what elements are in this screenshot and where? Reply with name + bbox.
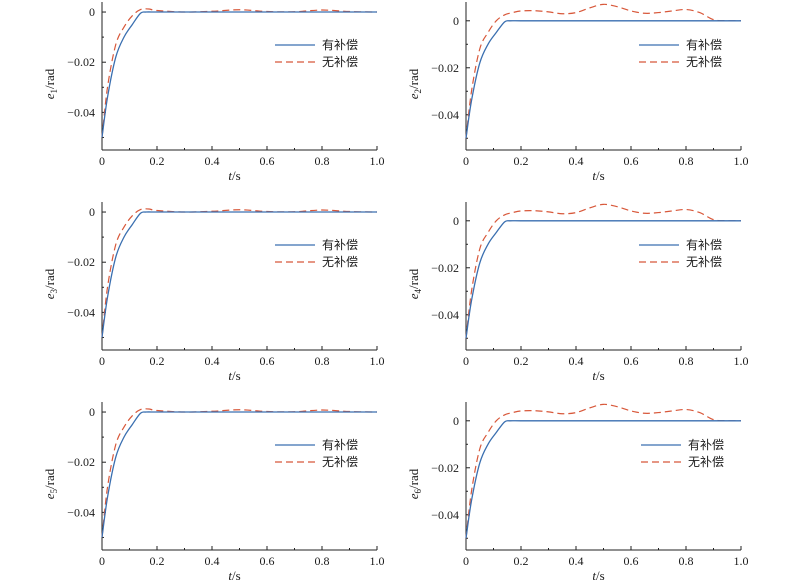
x-tick-label: 0.2 bbox=[150, 554, 165, 568]
x-tick-label: 1.0 bbox=[734, 554, 749, 568]
x-tick-label: 0.4 bbox=[569, 154, 584, 168]
chart-panel-3: 0 0.2 0.4 0.6 0.8 1.0 0 −0.02 −0.04 t/s e3/rad 有补偿无… bbox=[42, 202, 385, 383]
y-tick-label: −0.02 bbox=[67, 55, 95, 69]
x-tick-label: 0 bbox=[463, 354, 469, 368]
x-tick-label: 0 bbox=[463, 154, 469, 168]
x-tick-label: 0 bbox=[463, 554, 469, 568]
x-tick-label: 1.0 bbox=[370, 354, 385, 368]
y-tick-label: −0.02 bbox=[431, 261, 459, 275]
x-tick-label: 0 bbox=[99, 154, 105, 168]
x-tick-label: 1.0 bbox=[734, 354, 749, 368]
chart-panel-2: 0 0.2 0.4 0.6 0.8 1.0 0 −0.02 −0.04 t/s e2/rad 有补偿无… bbox=[406, 2, 749, 183]
x-tick-label: 0.4 bbox=[205, 554, 220, 568]
y-axis-label: e6/rad bbox=[406, 468, 423, 499]
x-tick-label: 0.4 bbox=[569, 354, 584, 368]
series-line-uncompensated bbox=[101, 8, 378, 138]
x-tick-label: 0 bbox=[99, 354, 105, 368]
y-tick-label: 0 bbox=[453, 214, 459, 228]
x-tick-label: 0.8 bbox=[679, 154, 694, 168]
x-tick-label: 0.2 bbox=[150, 154, 165, 168]
legend-label-compensated: 有补偿 bbox=[322, 237, 358, 252]
y-tick-label: −0.04 bbox=[431, 108, 459, 122]
chart-panel-1: 0 0.2 0.4 0.6 0.8 1.0 0 −0.02 −0.04 t/s e1/rad 有补偿无… bbox=[42, 2, 385, 183]
x-tick-label: 0.6 bbox=[260, 354, 275, 368]
x-axis-label: t/s bbox=[592, 368, 604, 383]
legend-label-compensated: 有补偿 bbox=[322, 437, 358, 452]
legend-label-uncompensated: 无补偿 bbox=[686, 54, 722, 69]
legend-label-uncompensated: 无补偿 bbox=[688, 454, 724, 469]
series-line-compensated bbox=[465, 20, 741, 139]
x-tick-label: 0.2 bbox=[514, 554, 529, 568]
y-axis-label: e2/rad bbox=[406, 68, 423, 99]
y-tick-label: −0.02 bbox=[67, 455, 95, 469]
x-tick-label: 0.6 bbox=[260, 154, 275, 168]
series-line-compensated bbox=[101, 411, 377, 538]
legend-label-compensated: 有补偿 bbox=[322, 37, 358, 52]
y-tick-label: 0 bbox=[89, 5, 95, 19]
legend-label-compensated: 有补偿 bbox=[686, 237, 722, 252]
legend-label-uncompensated: 无补偿 bbox=[322, 454, 358, 469]
legend-label-uncompensated: 无补偿 bbox=[322, 54, 358, 69]
x-tick-label: 0.6 bbox=[624, 154, 639, 168]
x-tick-label: 1.0 bbox=[370, 154, 385, 168]
y-axis-label: e1/rad bbox=[42, 68, 59, 99]
x-axis-label: t/s bbox=[228, 368, 240, 383]
x-tick-label: 0.8 bbox=[315, 554, 330, 568]
y-tick-label: −0.04 bbox=[431, 508, 459, 522]
x-tick-label: 0.4 bbox=[569, 554, 584, 568]
x-tick-label: 0.6 bbox=[260, 554, 275, 568]
y-tick-label: 0 bbox=[89, 405, 95, 419]
x-tick-label: 0.6 bbox=[624, 554, 639, 568]
x-tick-label: 0.2 bbox=[514, 154, 529, 168]
x-axis-label: t/s bbox=[228, 168, 240, 183]
legend-label-uncompensated: 无补偿 bbox=[322, 254, 358, 269]
y-tick-label: 0 bbox=[453, 14, 459, 28]
x-tick-label: 0.4 bbox=[205, 154, 220, 168]
x-tick-label: 0.8 bbox=[679, 354, 694, 368]
x-tick-label: 0 bbox=[99, 554, 105, 568]
series-line-compensated bbox=[101, 211, 377, 338]
y-axis-label: e3/rad bbox=[42, 268, 59, 299]
x-tick-label: 0.6 bbox=[624, 354, 639, 368]
chart-panel-6: 0 0.2 0.4 0.6 0.8 1.0 0 −0.02 −0.04 t/s e6/rad 有补偿无… bbox=[406, 402, 749, 582]
y-tick-label: 0 bbox=[453, 414, 459, 428]
y-tick-label: −0.04 bbox=[67, 305, 95, 319]
y-tick-label: −0.04 bbox=[431, 308, 459, 322]
y-tick-label: −0.02 bbox=[67, 255, 95, 269]
chart-panel-5: 0 0.2 0.4 0.6 0.8 1.0 0 −0.02 −0.04 t/s e5/rad 有补偿无… bbox=[42, 402, 385, 582]
y-tick-label: −0.02 bbox=[431, 61, 459, 75]
series-line-compensated bbox=[465, 220, 741, 339]
x-tick-label: 0.8 bbox=[679, 554, 694, 568]
series-line-compensated bbox=[101, 11, 377, 138]
y-tick-label: −0.02 bbox=[431, 461, 459, 475]
series-line-uncompensated bbox=[465, 3, 742, 139]
x-axis-label: t/s bbox=[228, 568, 240, 582]
series-line-uncompensated bbox=[465, 203, 742, 339]
y-tick-label: −0.04 bbox=[67, 505, 95, 519]
y-axis-label: e5/rad bbox=[42, 468, 59, 499]
legend-label-uncompensated: 无补偿 bbox=[686, 254, 722, 269]
legend-label-compensated: 有补偿 bbox=[688, 437, 724, 452]
x-tick-label: 0.2 bbox=[514, 354, 529, 368]
x-tick-label: 1.0 bbox=[370, 554, 385, 568]
x-tick-label: 0.8 bbox=[315, 354, 330, 368]
series-line-compensated bbox=[465, 420, 742, 539]
chart-panel-4: 0 0.2 0.4 0.6 0.8 1.0 0 −0.02 −0.04 t/s e4/rad 有补偿无… bbox=[406, 202, 749, 383]
series-line-uncompensated bbox=[101, 408, 378, 538]
y-tick-label: −0.04 bbox=[67, 105, 95, 119]
x-axis-label: t/s bbox=[592, 568, 604, 582]
y-tick-label: 0 bbox=[89, 205, 95, 219]
series-line-uncompensated bbox=[465, 403, 742, 539]
x-tick-label: 0.2 bbox=[150, 354, 165, 368]
x-tick-label: 0.8 bbox=[315, 154, 330, 168]
y-axis-label: e4/rad bbox=[406, 268, 423, 299]
x-axis-label: t/s bbox=[592, 168, 604, 183]
series-line-uncompensated bbox=[101, 208, 378, 338]
x-tick-label: 0.4 bbox=[205, 354, 220, 368]
x-tick-label: 1.0 bbox=[734, 154, 749, 168]
legend-label-compensated: 有补偿 bbox=[686, 37, 722, 52]
